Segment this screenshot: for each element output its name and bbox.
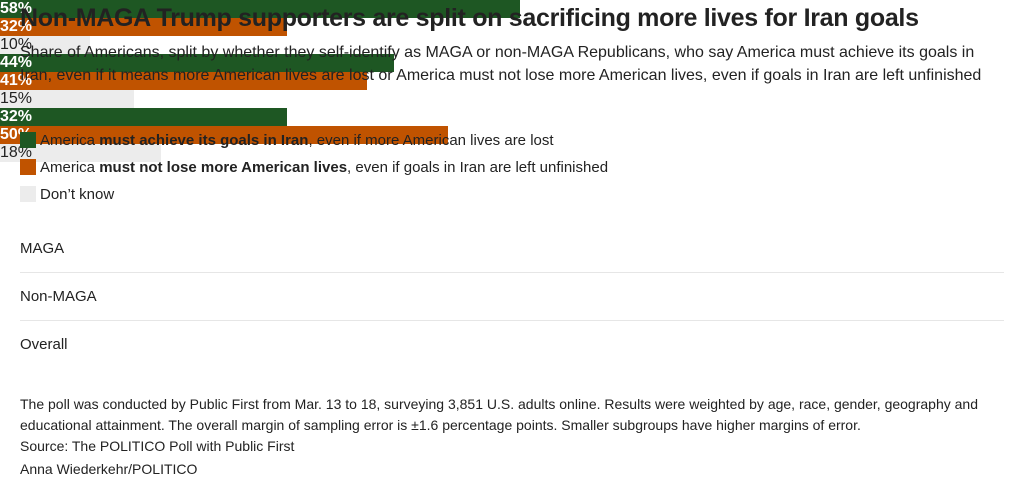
category-label: Non-MAGA (20, 288, 97, 305)
legend-label: , even if more American lives are lost (308, 132, 554, 149)
legend-item: America must achieve its goals in Iran, … (20, 132, 554, 150)
legend-label: Don’t know (40, 186, 115, 203)
value-label: 18% (0, 144, 33, 161)
legend-label: must achieve its goals in Iran (99, 132, 309, 149)
category-label: Overall (20, 336, 68, 353)
chart-subtitle: Share of Americans, split by whether the… (20, 44, 982, 84)
legend-item: America must not lose more American live… (20, 159, 608, 177)
legend-label: America (40, 159, 100, 176)
note-line: Anna Wiederkehr/POLITICO (20, 461, 198, 477)
value-label: 58% (0, 0, 33, 17)
row-separator (20, 272, 1004, 273)
legend-swatch (20, 186, 36, 202)
value-label: 15% (0, 90, 33, 107)
bar-segment: 44% (0, 54, 395, 72)
row-separator (20, 320, 1004, 321)
bar-segment: 15% (0, 90, 135, 108)
value-label: 32% (0, 18, 33, 35)
legend-swatch (20, 132, 36, 148)
legend-item: Don’t know (20, 186, 114, 204)
value-label: 41% (0, 72, 33, 89)
legend-label: , even if goals in Iran are left unfinis… (347, 159, 609, 176)
value-label: 44% (0, 54, 33, 71)
bar-segment: 10% (0, 36, 90, 54)
note-line: The poll was conducted by Public First f… (20, 396, 978, 433)
legend-label: America (40, 132, 100, 149)
bar-segment: 18% (0, 144, 162, 162)
bar-segment: 32% (0, 18, 287, 36)
value-label: 32% (0, 108, 33, 125)
bar-segment: 32% (0, 108, 287, 126)
category-label: MAGA (20, 240, 65, 257)
value-label: 10% (0, 36, 33, 53)
note-line: Source: The POLITICO Poll with Public Fi… (20, 438, 295, 454)
chart-title: Non-MAGA Trump supporters are split on s… (20, 4, 919, 32)
bar-segment: 58% (0, 0, 520, 18)
legend-swatch (20, 159, 36, 175)
notes: The poll was conducted by Public First f… (20, 394, 1010, 480)
bar-segment: 41% (0, 72, 368, 90)
legend-label: must not lose more American lives (99, 159, 348, 176)
